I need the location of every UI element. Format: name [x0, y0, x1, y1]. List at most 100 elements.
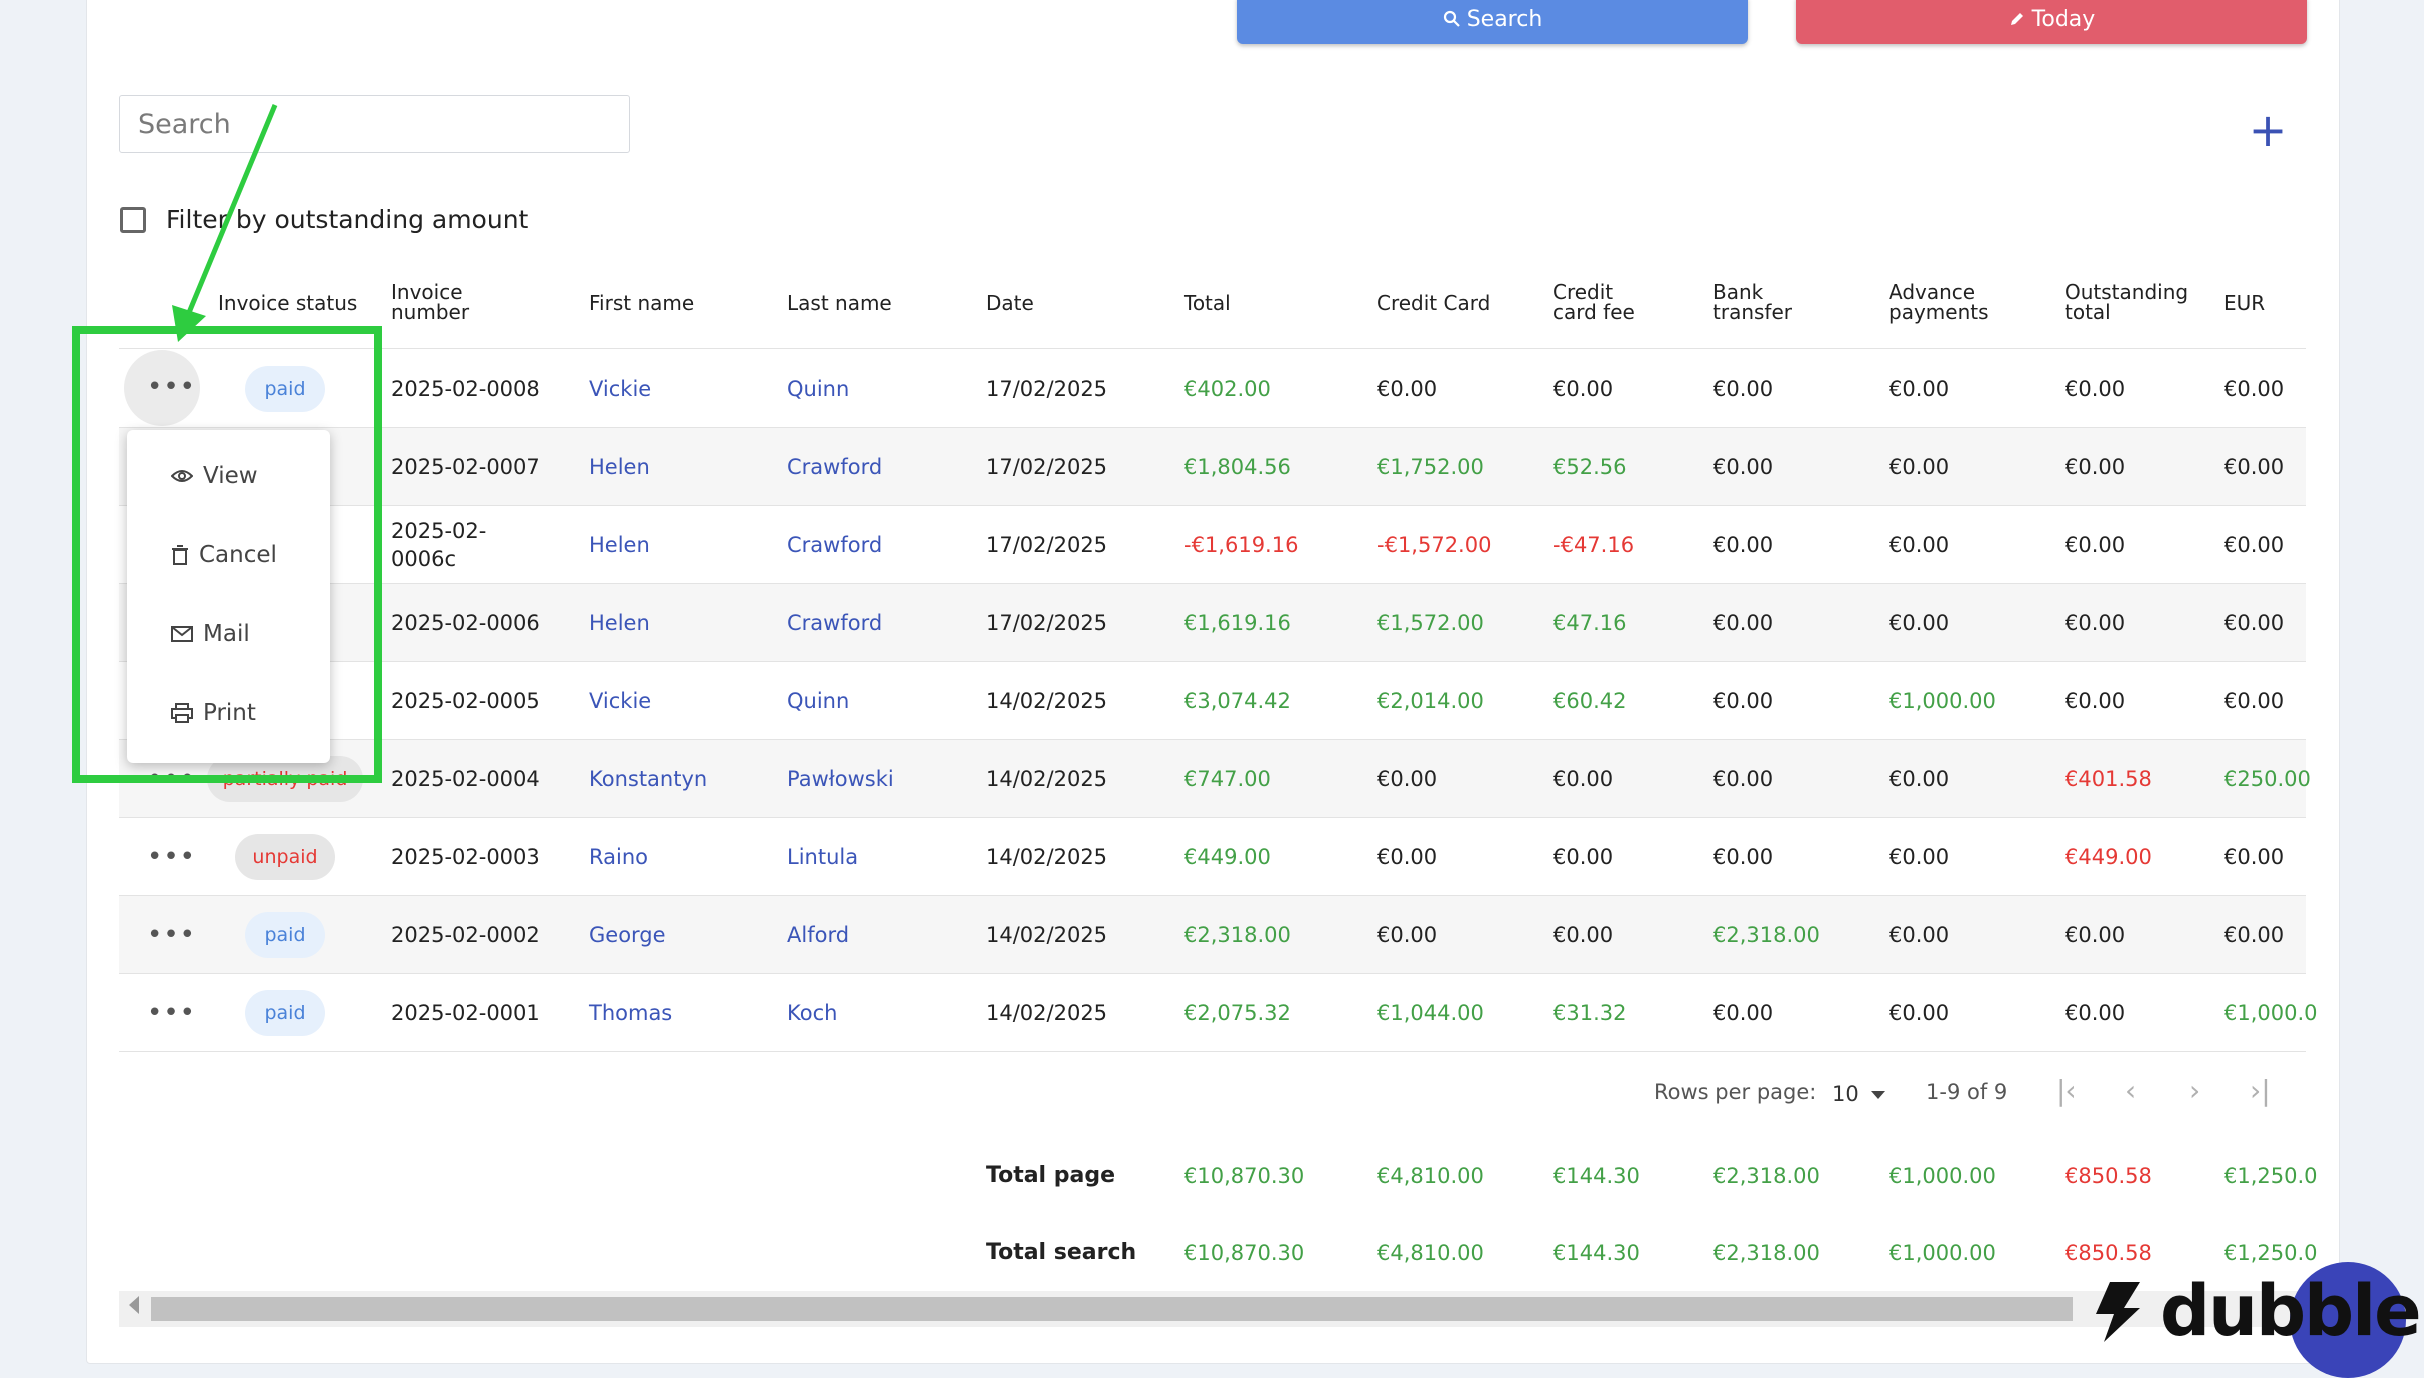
cell-total: €3,074.42: [1184, 689, 1291, 713]
cell-eur: €0.00: [2224, 377, 2285, 401]
cell-bank: €0.00: [1713, 455, 1774, 479]
cell-advance: €1,000.00: [1889, 689, 1996, 713]
cell-total: €2,318.00: [1184, 923, 1291, 947]
more-dots-icon[interactable]: •••: [147, 998, 197, 1028]
menu-item-mail[interactable]: Mail: [171, 621, 250, 647]
cell-total: €402.00: [1184, 377, 1271, 401]
today-button[interactable]: Today: [1796, 0, 2307, 44]
cell-outstanding: €0.00: [2065, 689, 2126, 713]
col-last-name[interactable]: Last name: [787, 291, 892, 315]
cell-date: 14/02/2025: [986, 767, 1108, 791]
col-date[interactable]: Date: [986, 291, 1034, 315]
table-row-divider: [119, 817, 2306, 818]
pagination-range: 1-9 of 9: [1926, 1080, 2008, 1104]
cell-last[interactable]: Quinn: [787, 689, 850, 713]
cell-eur: €0.00: [2224, 845, 2285, 869]
cell-last[interactable]: Crawford: [787, 455, 883, 479]
cell-advance: €0.00: [1889, 611, 1950, 635]
cell-first[interactable]: Raino: [589, 845, 648, 869]
invoice-panel: [86, 0, 2340, 1364]
table-row-bg: [119, 896, 2306, 973]
cell-first[interactable]: Thomas: [589, 1001, 673, 1025]
col-invoice-status[interactable]: Invoice status: [218, 291, 358, 315]
cell-date: 14/02/2025: [986, 1001, 1108, 1025]
rows-per-page-select[interactable]: 10: [1832, 1082, 1886, 1106]
cell-eur: €0.00: [2224, 689, 2285, 713]
cell-last[interactable]: Lintula: [787, 845, 859, 869]
col-advance-payments[interactable]: Advance payments: [1889, 280, 1989, 324]
help-bubble[interactable]: [2290, 1262, 2406, 1378]
status-badge: paid: [245, 990, 325, 1036]
row-actions-active[interactable]: [124, 350, 200, 426]
col-outstanding-total[interactable]: Outstanding total: [2065, 280, 2189, 324]
cell-bank: €0.00: [1713, 611, 1774, 635]
first-page-icon[interactable]: |‹: [2056, 1074, 2077, 1107]
cell-advance: €0.00: [1889, 377, 1950, 401]
add-invoice-button[interactable]: +: [2248, 107, 2288, 153]
cell-number: 2025-02-0002: [391, 923, 540, 947]
col-bank-transfer[interactable]: Bank transfer: [1713, 280, 1792, 324]
menu-item-cancel[interactable]: Cancel: [171, 542, 277, 568]
cell-ccfee: €0.00: [1553, 923, 1614, 947]
cell-first[interactable]: Helen: [589, 455, 650, 479]
total-page-label: Total page: [986, 1163, 1116, 1188]
total-search-ccfee: €144.30: [1553, 1241, 1640, 1265]
cell-first[interactable]: Vickie: [589, 377, 652, 401]
outstanding-filter-checkbox[interactable]: [120, 206, 146, 233]
scrollbar-thumb[interactable]: [151, 1297, 2073, 1321]
cell-eur: €250.00: [2224, 767, 2311, 791]
col-total[interactable]: Total: [1184, 291, 1231, 315]
cell-number: 2025-02- 0006c: [391, 517, 486, 573]
col-first-name[interactable]: First name: [589, 291, 695, 315]
search-input[interactable]: [119, 95, 630, 153]
total-page-ccfee: €144.30: [1553, 1164, 1640, 1188]
cell-total: €1,804.56: [1184, 455, 1291, 479]
table-row-divider: [119, 973, 2306, 974]
last-page-icon[interactable]: ›|: [2250, 1074, 2271, 1107]
cell-first[interactable]: Vickie: [589, 689, 652, 713]
cell-eur: €0.00: [2224, 455, 2285, 479]
cell-last[interactable]: Pawłowski: [787, 767, 894, 791]
total-search-total: €10,870.30: [1184, 1241, 1305, 1265]
prev-page-icon[interactable]: ‹: [2125, 1074, 2137, 1107]
total-search-label: Total search: [986, 1240, 1137, 1265]
total-page-outstanding: €850.58: [2065, 1164, 2152, 1188]
cell-ccfee: €52.56: [1553, 455, 1627, 479]
cell-date: 17/02/2025: [986, 455, 1108, 479]
more-dots-icon[interactable]: •••: [147, 842, 197, 872]
cell-total: €449.00: [1184, 845, 1271, 869]
menu-item-print[interactable]: Print: [171, 700, 256, 726]
cell-total: -€1,619.16: [1184, 533, 1299, 557]
dropdown-caret-icon: [1871, 1091, 1886, 1099]
annotation-highlight-box: [72, 326, 382, 783]
next-page-icon[interactable]: ›: [2189, 1074, 2201, 1107]
rows-per-page-label: Rows per page:: [1654, 1080, 1817, 1104]
more-dots-icon[interactable]: •••: [147, 920, 197, 950]
cell-last[interactable]: Crawford: [787, 611, 883, 635]
cell-ccfee: -€47.16: [1553, 533, 1635, 557]
cell-outstanding: €0.00: [2065, 377, 2126, 401]
cell-advance: €0.00: [1889, 767, 1950, 791]
more-dots-icon[interactable]: •••: [147, 372, 197, 402]
col-eur[interactable]: EUR: [2224, 291, 2266, 315]
scroll-left-icon[interactable]: [129, 1296, 139, 1314]
col-credit-card-fee[interactable]: Credit card fee: [1553, 280, 1635, 324]
search-button[interactable]: Search: [1237, 0, 1748, 44]
cell-outstanding: €0.00: [2065, 923, 2126, 947]
menu-item-view[interactable]: View: [171, 463, 258, 489]
cell-first[interactable]: Helen: [589, 533, 650, 557]
col-credit-card[interactable]: Credit Card: [1377, 291, 1491, 315]
cell-first[interactable]: Helen: [589, 611, 650, 635]
cell-last[interactable]: Koch: [787, 1001, 838, 1025]
table-row-bg: [119, 428, 2306, 505]
cell-cc: €1,044.00: [1377, 1001, 1484, 1025]
cell-last[interactable]: Alford: [787, 923, 850, 947]
cell-last[interactable]: Quinn: [787, 377, 850, 401]
cell-first[interactable]: George: [589, 923, 666, 947]
cell-last[interactable]: Crawford: [787, 533, 883, 557]
trash-icon: [172, 545, 188, 565]
cell-date: 17/02/2025: [986, 611, 1108, 635]
cell-first[interactable]: Konstantyn: [589, 767, 708, 791]
cell-cc: €0.00: [1377, 767, 1438, 791]
col-invoice-number[interactable]: Invoice number: [391, 280, 470, 324]
